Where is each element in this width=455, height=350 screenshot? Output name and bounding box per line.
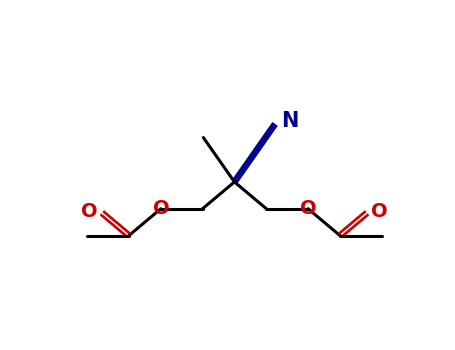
Text: N: N <box>281 111 298 131</box>
Text: O: O <box>152 199 169 218</box>
Text: O: O <box>81 202 98 220</box>
Text: O: O <box>300 199 316 218</box>
Text: O: O <box>371 202 388 220</box>
